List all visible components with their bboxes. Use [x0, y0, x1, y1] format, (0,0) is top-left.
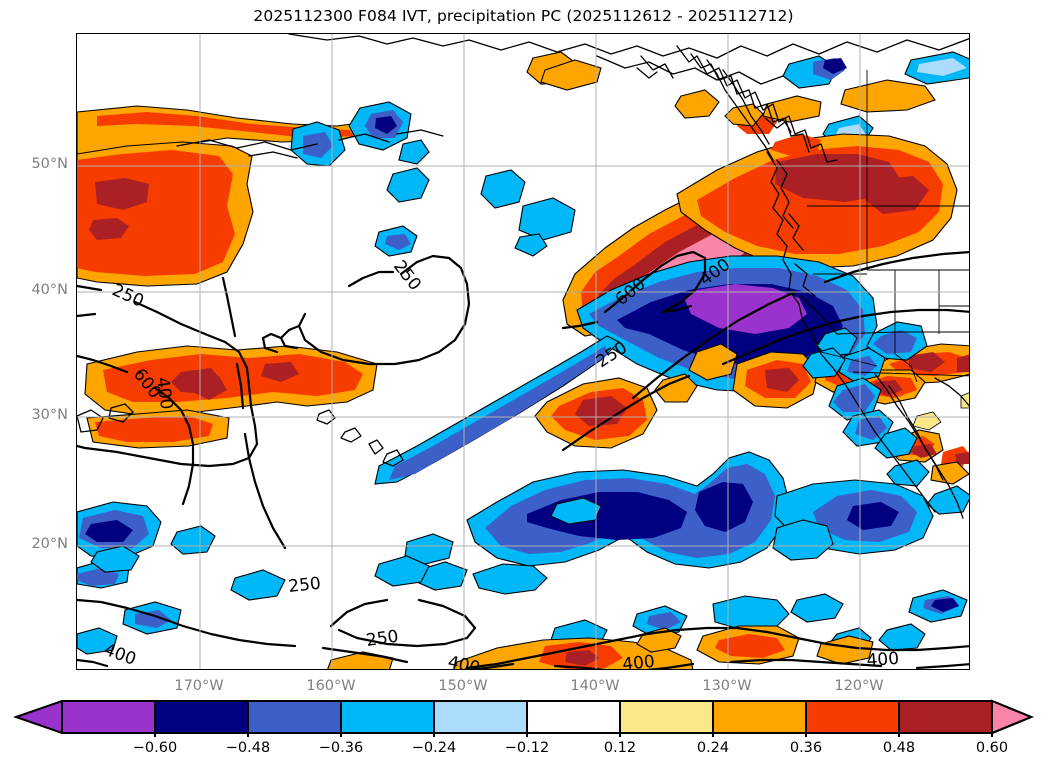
colorbar-ticks [154, 733, 993, 737]
lon-tick-150w: 150°W [438, 678, 488, 694]
colorbar-swatch-white [526, 700, 621, 734]
colorbar-swatch-cyan [340, 700, 435, 734]
shaded-region-cool-tropics [404, 451, 934, 595]
page-title: 2025112300 F084 IVT, precipitation PC (2… [253, 7, 794, 25]
colorbar-swatch-navy [154, 700, 249, 734]
colorbar-swatch-royal-blue [247, 700, 342, 734]
colorbar-swatch-orange [712, 700, 807, 734]
shaded-region-warm-midwest [84, 345, 378, 449]
lon-tick-120w: 120°W [834, 678, 884, 694]
political-borders [807, 70, 969, 383]
contour-label-400-south-c: 400 [866, 649, 900, 670]
lat-tick-50n: 50°N [31, 156, 68, 172]
cb-tick-4: −0.12 [504, 740, 550, 756]
cb-tick-6: 0.24 [696, 740, 730, 756]
cb-tick-1: −0.48 [225, 740, 271, 756]
colorbar[interactable]: −0.60 −0.48 −0.36 −0.24 −0.12 0.12 0.24 … [0, 697, 1047, 765]
cb-tick-8: 0.48 [882, 740, 916, 756]
colorbar-segments [12, 699, 1034, 735]
contour-label-400-south-b: 400 [621, 652, 655, 670]
colorbar-swatch-light-blue [433, 700, 528, 734]
lon-tick-130w: 130°W [702, 678, 752, 694]
contour-label-400-south-a: 400 [446, 652, 482, 670]
coastlines [77, 34, 969, 519]
contour-label-250-south-loop: 250 [287, 574, 321, 597]
lon-tick-170w: 170°W [174, 678, 224, 694]
colorbar-extend-min [12, 699, 63, 735]
contour-label-400-west: 400 [152, 376, 176, 411]
colorbar-canvas [12, 699, 1034, 737]
shaded-region-warm-west [77, 105, 379, 287]
map-plot-area[interactable]: 250 250 600 400 600 400 250 250 400 250 … [76, 33, 970, 670]
ivt-contours [77, 250, 969, 669]
cb-tick-7: 0.36 [789, 740, 823, 756]
colorbar-swatch-red-orange [805, 700, 900, 734]
cb-tick-5: 0.12 [603, 740, 637, 756]
cb-tick-9: 0.60 [975, 740, 1009, 756]
contour-label-250-south: 250 [365, 627, 400, 651]
map-canvas: 250 250 600 400 600 400 250 250 400 250 … [77, 34, 969, 670]
cb-tick-3: −0.24 [411, 740, 457, 756]
lat-tick-30n: 30°N [31, 407, 68, 423]
lon-tick-140w: 140°W [570, 678, 620, 694]
colorbar-swatch-purple [61, 700, 156, 734]
colorbar-swatch-light-yellow [619, 700, 714, 734]
lat-tick-20n: 20°N [31, 536, 68, 552]
colorbar-final [898, 699, 1034, 735]
cb-tick-2: −0.36 [318, 740, 364, 756]
cb-tick-0: −0.60 [132, 740, 178, 756]
gridlines [77, 34, 969, 669]
shaded-region-cool-northcentral [348, 101, 576, 257]
lon-tick-160w: 160°W [306, 678, 356, 694]
lat-tick-40n: 40°N [31, 282, 68, 298]
